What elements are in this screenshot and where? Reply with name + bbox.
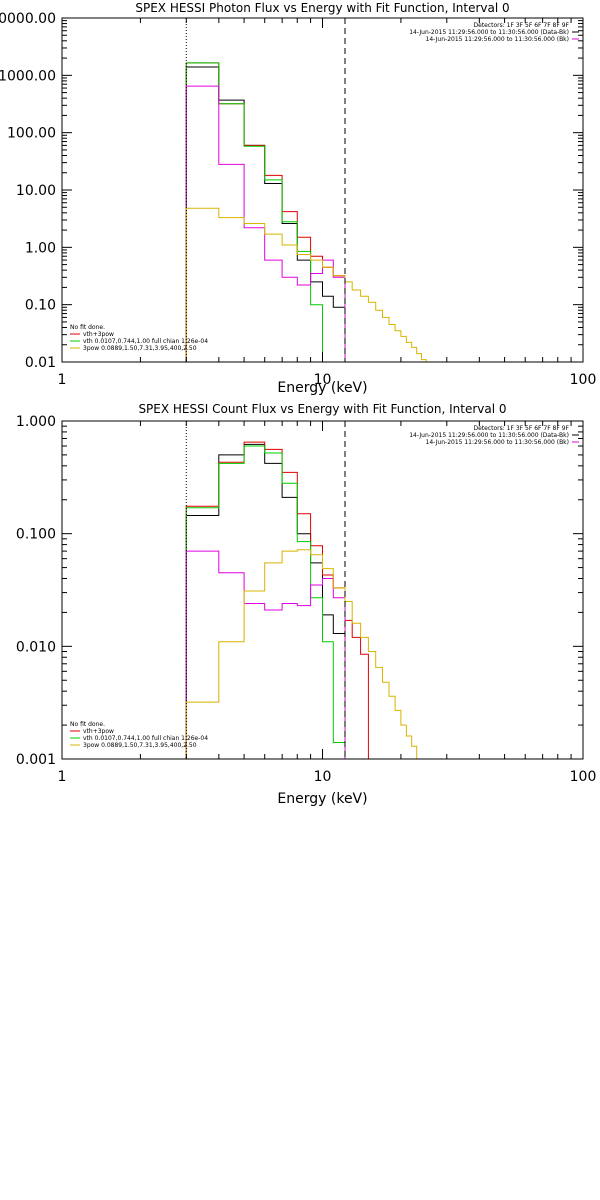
series-line-0 <box>185 66 346 362</box>
y-tick-label: 10.00 <box>16 183 56 199</box>
y-tick-label: 1000.00 <box>0 68 56 84</box>
legend-entry: vth 0.0107,0.744,1.00 full chian 1.26e-0… <box>83 735 208 742</box>
x-tick-label: 10 <box>314 372 332 388</box>
legend-entry: 14-Jun-2015 11:29:56.000 to 11:30:56.000… <box>426 36 569 43</box>
legend-entry: 14-Jun-2015 11:29:56.000 to 11:30:56.000… <box>409 432 569 439</box>
photon-flux-chart: SPEX HESSI Photon Flux vs Energy with Fi… <box>0 1 597 395</box>
y-tick-label: 0.10 <box>25 298 56 314</box>
y-tick-label: 0.100 <box>16 527 56 543</box>
y-tick-label: 0.001 <box>16 752 56 768</box>
y-tick-label: 0000.00 <box>0 11 56 27</box>
legend-entry: 14-Jun-2015 11:29:56.000 to 11:30:56.000… <box>426 439 569 446</box>
series-line-1 <box>185 441 369 759</box>
count-flux-chart: SPEX HESSI Count Flux vs Energy with Fit… <box>16 402 597 807</box>
series-line-4 <box>185 549 439 760</box>
legend-entry: vth+3pow <box>83 728 114 735</box>
chart-title: SPEX HESSI Photon Flux vs Energy with Fi… <box>135 1 509 15</box>
legend-entry: 14-Jun-2015 11:29:56.000 to 11:30:56.000… <box>409 29 569 36</box>
x-tick-label: 1 <box>58 372 67 388</box>
x-tick-label: 100 <box>570 372 597 388</box>
y-tick-label: 1.00 <box>25 240 56 256</box>
x-axis-label: Energy (keV) <box>277 791 367 807</box>
y-tick-label: 0.01 <box>25 355 56 371</box>
x-axis-label: Energy (keV) <box>277 380 367 395</box>
legend-entry: No fit done. <box>70 721 105 728</box>
y-tick-label: 100.00 <box>7 126 56 142</box>
legend-entry: 3pow 0.0889,1.50,7.31,3.95,400,2.50 <box>83 742 197 749</box>
legend-entry: vth+3pow <box>83 331 114 338</box>
series-line-3 <box>185 85 346 362</box>
series-line-1 <box>185 62 346 362</box>
chart-title: SPEX HESSI Count Flux vs Energy with Fit… <box>138 402 506 416</box>
legend-entry: 3pow 0.0889,1.50,7.31,3.95,400,2.50 <box>83 345 197 352</box>
series-line-4 <box>185 207 439 363</box>
series-line-3 <box>185 550 346 759</box>
legend-entry: No fit done. <box>70 324 105 331</box>
x-tick-label: 1 <box>58 769 67 785</box>
x-tick-label: 10 <box>314 769 332 785</box>
legend-entry: vth 0.0107,0.744,1.00 full chian 1.26e-0… <box>83 338 208 345</box>
series-line-2 <box>185 62 345 363</box>
legend-entry: Detectors: 1F 3F 5F 6F 7F 8F 9F <box>473 425 569 432</box>
y-tick-label: 0.010 <box>16 639 56 655</box>
series-line-2 <box>185 445 346 759</box>
y-tick-label: 1.000 <box>16 414 56 430</box>
x-tick-label: 100 <box>570 769 597 785</box>
legend-entry: Detectors: 1F 3F 5F 6F 7F 8F 9F <box>473 22 569 29</box>
series-line-0 <box>185 443 346 759</box>
